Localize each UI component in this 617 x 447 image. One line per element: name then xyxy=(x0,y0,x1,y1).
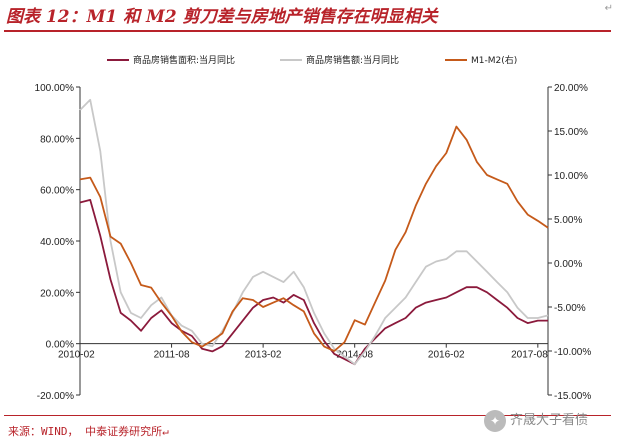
series-line-3 xyxy=(79,125,549,352)
y-right-tick-label: 15.00% xyxy=(554,127,588,138)
y-left-tick-label: 60.00% xyxy=(40,186,74,197)
legend-label: M1-M2(右) xyxy=(471,54,517,66)
watermark: ✦ 齐晟大子看债 xyxy=(484,409,588,432)
y-left-tick-label: 100.00% xyxy=(35,83,75,94)
title-rule xyxy=(4,30,611,32)
y-right-tick-label: -15.00% xyxy=(554,391,591,402)
chart-axes: 100.00% 80.00% 60.00% 40.00% 20.00% 0.00% -20.… xyxy=(35,83,592,402)
series-line-2 xyxy=(79,98,549,366)
y-left-tick-label: 20.00% xyxy=(40,288,74,299)
chart-legend: 商品房销售面积:当月同比 商品房销售额:当月同比 M1-M2(右) xyxy=(107,54,517,66)
watermark-text: 齐晟大子看债 xyxy=(510,413,589,428)
x-tick-label: 2014-08 xyxy=(336,350,373,361)
chart-series xyxy=(79,98,549,366)
wechat-icon: ✦ xyxy=(484,409,506,432)
y-right-tick-label: 5.00% xyxy=(554,215,582,226)
y-right-tick-label: 10.00% xyxy=(554,171,588,182)
chart-title: 图表 12：M1 和 M2 剪刀差与房地产销售存在明显相关 xyxy=(6,7,438,27)
legend-label: 商品房销售面积:当月同比 xyxy=(133,54,235,66)
x-tick-label: 2013-02 xyxy=(245,350,282,361)
footer-rule xyxy=(4,415,611,416)
y-right-tick-label: -5.00% xyxy=(554,303,586,314)
y-left-tick-label: 40.00% xyxy=(40,237,74,248)
y-right-tick-label: 0.00% xyxy=(554,259,582,270)
y-left-tick-label: 0.00% xyxy=(46,340,74,351)
y-left-tick-label: -20.00% xyxy=(37,391,74,402)
legend-label: 商品房销售额:当月同比 xyxy=(306,54,399,66)
x-tick-label: 2010-02 xyxy=(58,350,95,361)
source-note: 来源：WIND， 中泰证券研究所↵ xyxy=(8,425,169,438)
series-line-1 xyxy=(79,198,548,366)
right-mark: ↵ xyxy=(604,3,613,14)
y-left-tick-label: 80.00% xyxy=(40,134,74,145)
x-tick-label: 2011-08 xyxy=(154,350,190,361)
y-right-tick-label: -10.00% xyxy=(554,347,591,358)
x-tick-label: 2016-02 xyxy=(428,350,465,361)
x-tick-label: 2017-08 xyxy=(511,350,548,361)
y-right-tick-label: 20.00% xyxy=(554,83,588,94)
